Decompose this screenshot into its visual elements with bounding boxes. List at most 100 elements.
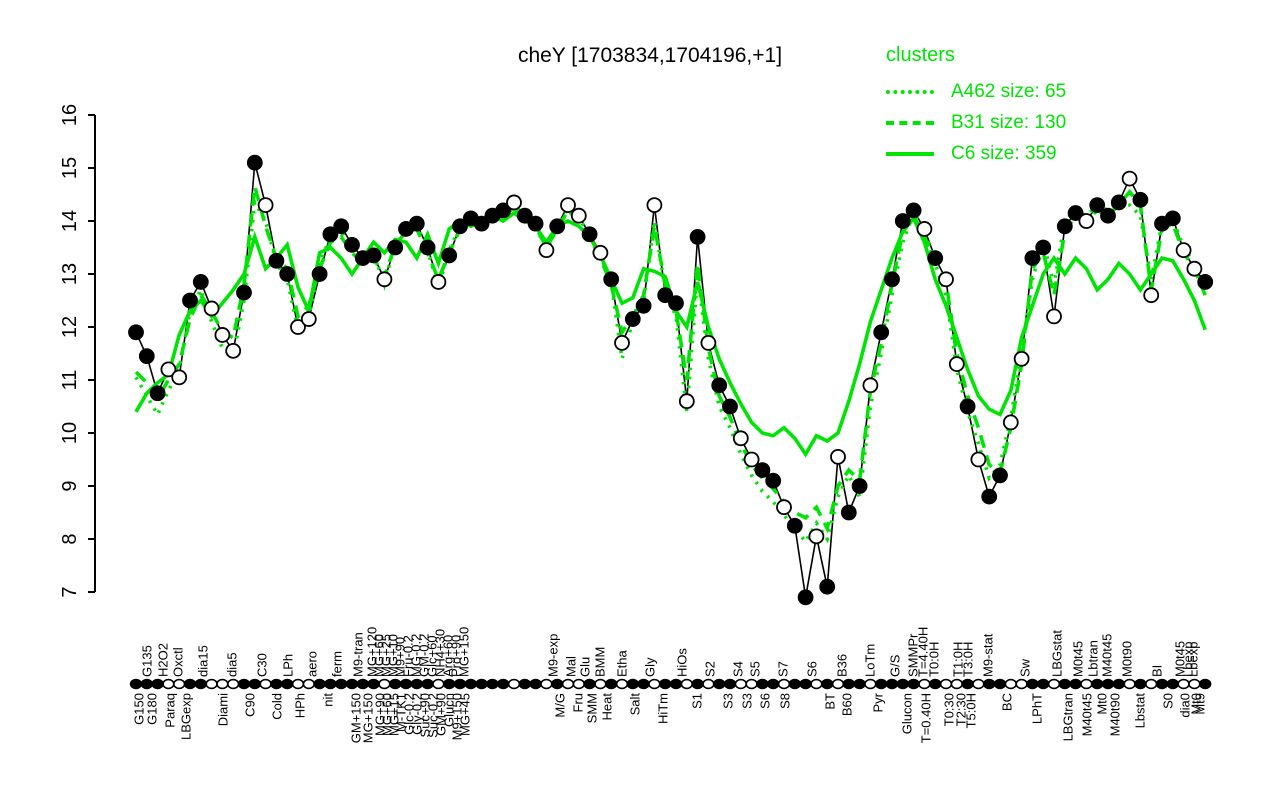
x-condition-label: H2O2: [156, 643, 171, 677]
x-condition-label: Lbstat: [1133, 693, 1148, 729]
data-point-open: [430, 274, 447, 290]
x-condition-label: BT: [823, 693, 838, 710]
x-condition-label: S6: [758, 693, 773, 709]
x-condition-label: BI: [1150, 665, 1165, 677]
x-condition-label: S5: [748, 661, 763, 677]
data-point-filled: [1132, 191, 1149, 208]
x-condition-label: aero: [305, 651, 320, 677]
x-condition-label: S4: [731, 661, 746, 677]
data-point-filled: [581, 226, 598, 243]
condition-strip-marker: [1026, 678, 1039, 690]
x-condition-label: MG-0.2: [409, 634, 424, 677]
x-condition-label: S3: [721, 693, 736, 709]
condition-strip-marker: [140, 678, 154, 690]
condition-strip-marker: [950, 678, 963, 690]
data-point-open: [1121, 170, 1138, 187]
x-condition-label: M9+150: [450, 693, 465, 740]
x-condition-label: MG+15: [387, 693, 402, 736]
data-point-filled: [246, 154, 263, 171]
dashed-line-swatch: [886, 120, 934, 125]
condition-strip-marker: [1198, 678, 1212, 690]
data-point-open: [506, 194, 522, 211]
data-point-filled: [840, 504, 857, 521]
condition-strip-marker: [615, 678, 629, 690]
condition-strip-marker: [907, 678, 920, 690]
x-condition-label: LBGtran: [1061, 693, 1076, 741]
y-tick-label: 8: [59, 533, 81, 544]
condition-strip-marker: [453, 678, 467, 690]
data-point-filled: [873, 324, 890, 341]
condition-strip-marker: [637, 678, 650, 690]
x-condition-label: Oxctl: [171, 647, 186, 677]
condition-strip-marker: [486, 678, 499, 690]
y-tick-label: 11: [59, 370, 81, 391]
x-condition-label: Mt0: [1189, 693, 1204, 715]
data-point-open: [1078, 213, 1095, 229]
x-condition-label: Suc+90: [418, 693, 433, 737]
data-point-filled: [192, 274, 209, 290]
x-condition-label: Fru-0.2: [401, 635, 416, 677]
data-point-open: [743, 451, 760, 468]
data-point-filled: [786, 517, 803, 534]
x-condition-label: T0:0H: [927, 642, 942, 677]
condition-strip-marker: [777, 678, 791, 690]
condition-strip-marker: [982, 678, 996, 690]
x-condition-label: T5:0H: [964, 693, 979, 728]
x-condition-label: Glc+60: [425, 635, 440, 677]
x-condition-label: SMMPr: [906, 633, 921, 677]
x-condition-label: T=0.40H: [919, 693, 934, 743]
x-condition-label: M0t90: [1120, 641, 1135, 677]
data-point-filled: [1089, 197, 1106, 214]
data-point-filled: [722, 398, 738, 415]
x-condition-label: GM-0.2: [417, 634, 432, 677]
condition-strip-marker: [173, 678, 186, 690]
x-condition-label: Glu: [578, 657, 593, 677]
condition-strip-marker: [432, 678, 445, 690]
condition-strip-marker: [291, 678, 305, 690]
x-condition-label: G/S: [888, 654, 903, 677]
x-condition-label: Arg+60: [441, 635, 456, 677]
condition-strip-marker: [939, 678, 953, 690]
data-point-filled: [333, 218, 350, 235]
x-condition-label: Salt: [628, 693, 643, 716]
x-condition-label: dia5: [225, 652, 240, 677]
x-condition-label: C30: [255, 653, 270, 677]
condition-strip-marker: [151, 678, 164, 690]
condition-strip-marker: [248, 678, 262, 690]
data-point-open: [214, 327, 231, 343]
condition-strip-marker: [378, 678, 391, 690]
x-condition-label: T0:30: [942, 693, 957, 726]
condition-strip-marker: [658, 678, 672, 690]
data-point-filled: [797, 589, 814, 606]
condition-strip-marker: [604, 678, 618, 690]
data-point-open: [592, 244, 609, 261]
data-point-filled: [711, 377, 728, 394]
data-point-filled: [851, 478, 868, 494]
data-point-filled: [1110, 194, 1127, 211]
data-point-open: [916, 221, 933, 237]
condition-strip-marker: [399, 678, 413, 690]
x-condition-label: M9+90: [393, 637, 408, 677]
x-condition-label: C90: [243, 693, 258, 717]
condition-strip-marker: [648, 678, 661, 690]
data-point-filled: [765, 472, 782, 489]
data-point-filled: [905, 202, 922, 219]
x-condition-label: HPh: [293, 693, 308, 718]
condition-strip-marker: [1155, 678, 1169, 690]
data-point-filled: [387, 239, 404, 256]
legend-item-label: C6 size: 359: [951, 142, 1057, 164]
data-point-filled: [657, 287, 674, 304]
chart-title: cheY [1703834,1704196,+1]: [517, 44, 783, 67]
x-condition-label: S2: [703, 661, 718, 677]
solid-line-swatch: [886, 151, 934, 156]
x-condition-label: Gly-0.2: [410, 693, 425, 735]
data-point-open: [938, 271, 954, 288]
condition-strip-marker: [313, 678, 326, 690]
condition-strip-marker: [1112, 678, 1126, 690]
condition-strip-marker: [702, 678, 715, 690]
data-point-filled: [1024, 250, 1041, 267]
condition-strip-marker: [961, 678, 974, 690]
data-point-open: [1002, 414, 1019, 431]
condition-strip-marker: [583, 678, 596, 690]
